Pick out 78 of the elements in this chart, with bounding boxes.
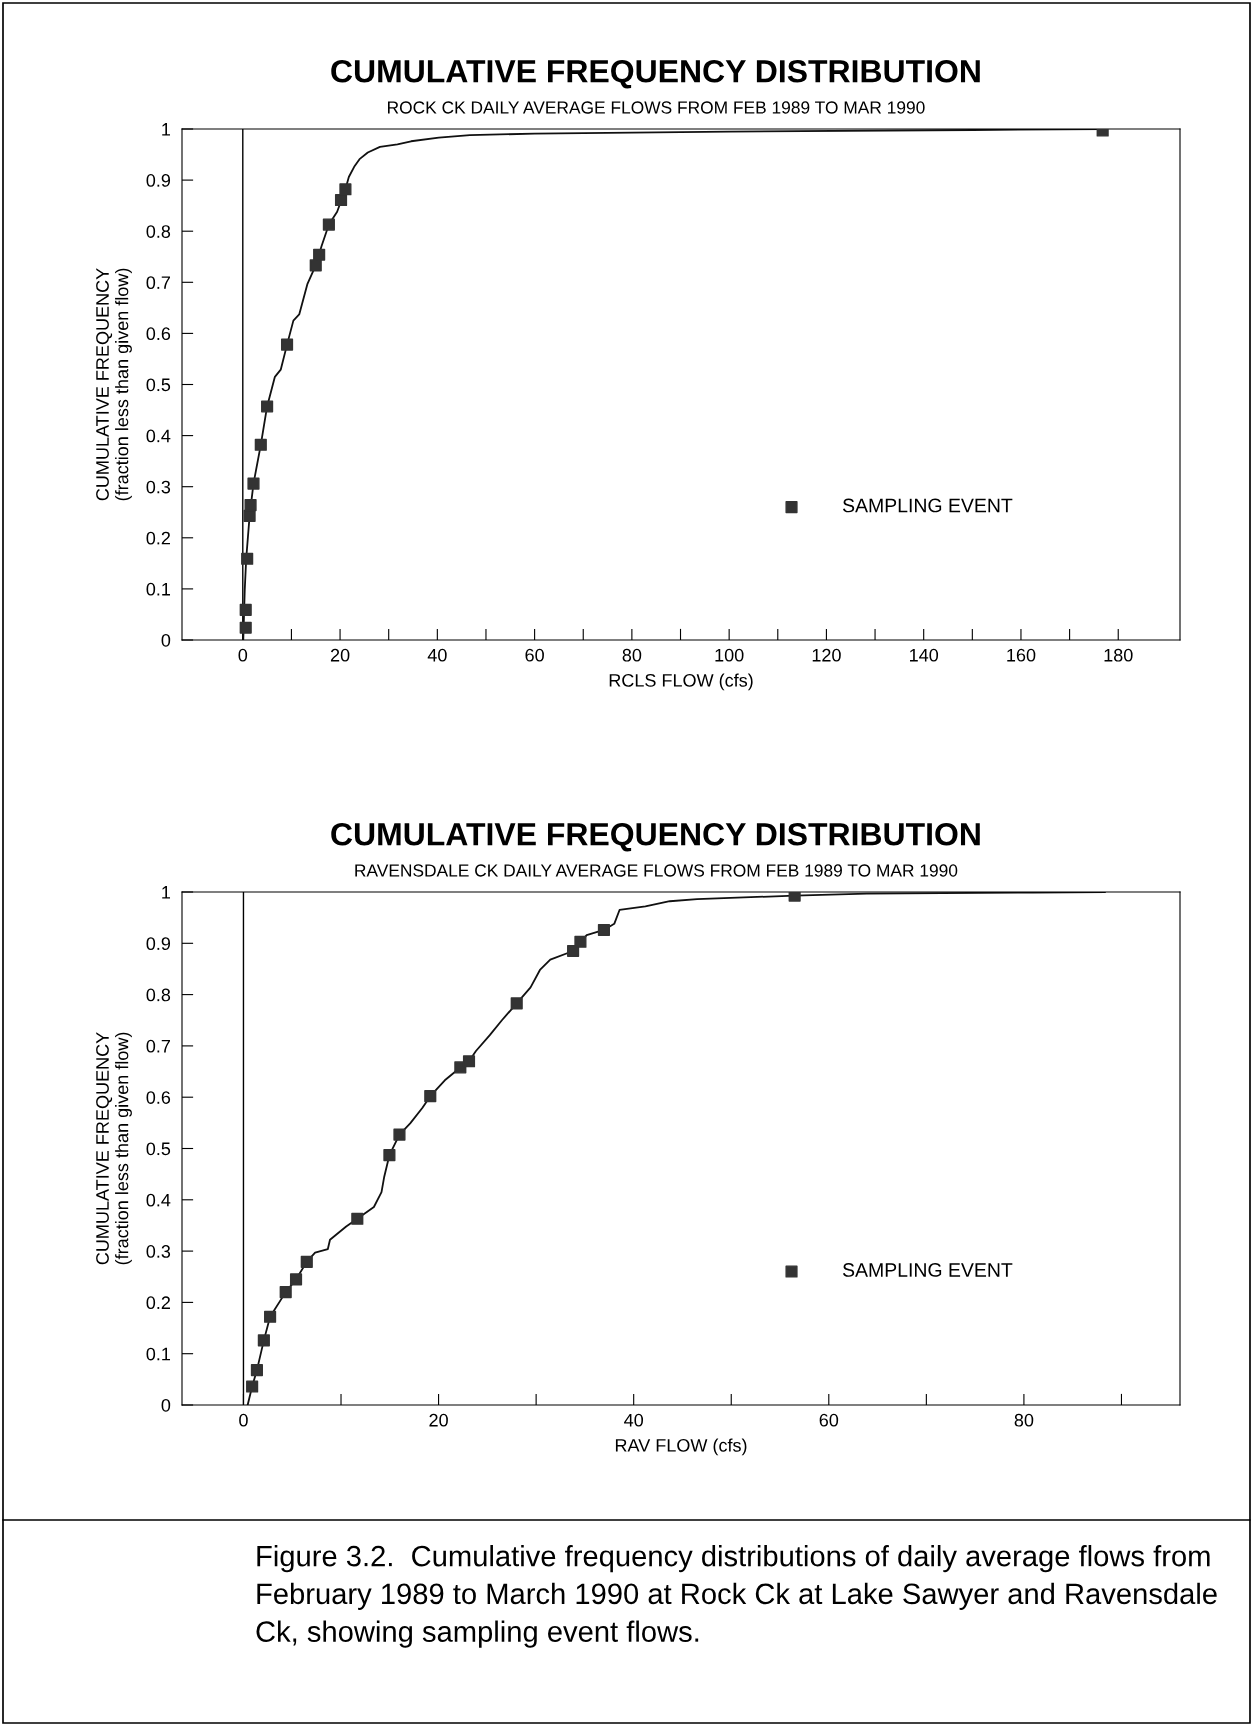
y-tick-label: 1: [162, 886, 171, 899]
point: [280, 338, 294, 351]
point: [300, 1255, 313, 1268]
y-tick-label: 0.2: [146, 1296, 170, 1310]
x-tick-label: 0: [238, 648, 248, 662]
x-axis-title: RCLS FLOW (cfs): [609, 673, 753, 691]
y-tick-label: 0.8: [146, 225, 171, 238]
y-tick-label: 0.4: [146, 1193, 171, 1207]
point: [241, 552, 254, 565]
chart-title: CUMULATIVE FREQUENCY DISTRIBUTION: [331, 822, 980, 852]
y-tick-label: 0.7: [146, 276, 170, 290]
point: [261, 400, 274, 413]
point: [574, 935, 587, 948]
x-tick-label: 80: [622, 648, 642, 662]
x-tick-label: 40: [624, 1413, 644, 1427]
point: [322, 218, 335, 231]
x-tick-label: 40: [427, 648, 447, 662]
x-tick-label: 20: [429, 1413, 448, 1427]
y-tick-label: 0.4: [146, 429, 171, 443]
x-tick-label: 20: [330, 648, 350, 662]
point: [250, 1364, 263, 1377]
point: [313, 248, 326, 261]
y-axis-title: CUMULATIVE FREQUENCY (fraction less than given flow): [96, 1032, 132, 1265]
point: [244, 499, 257, 512]
point: [257, 1334, 270, 1347]
point: [383, 1149, 396, 1162]
y-tick-label: 0.3: [146, 1245, 171, 1258]
point: [254, 438, 267, 451]
chart-subtitle: ROCK CK DAILY AVERAGE FLOWS FROM FEB 1989 TO MAR 1990: [388, 101, 925, 114]
y-tick-label: 0.9: [146, 937, 171, 951]
point: [351, 1212, 364, 1225]
point: [239, 603, 252, 616]
y-tick-label: 0.7: [146, 1039, 170, 1053]
point: [510, 997, 523, 1010]
x-tick-label: 0: [239, 1413, 248, 1427]
point: [597, 923, 611, 937]
x-tick-label: 60: [819, 1413, 839, 1427]
point: [424, 1090, 437, 1103]
y-tick-label: 0.5: [146, 378, 171, 392]
y-tick-label: 0: [161, 633, 171, 647]
point: [289, 1273, 303, 1286]
point: [247, 477, 260, 490]
point: [339, 183, 352, 196]
point: [243, 509, 256, 522]
y-tick-label: 0.2: [146, 531, 170, 545]
point: [279, 1286, 292, 1299]
chart-title: CUMULATIVE FREQUENCY DISTRIBUTION: [331, 59, 980, 89]
x-tick-label: 120: [812, 648, 841, 662]
y-tick-label: 0.3: [146, 480, 171, 494]
point: [264, 1310, 277, 1323]
y-axis-title: CUMULATIVE FREQUENCY (fraction less than given flow): [96, 268, 132, 501]
x-tick-label: 60: [525, 648, 544, 662]
y-tick-label: 0.9: [146, 174, 171, 187]
point: [393, 1128, 406, 1141]
y-tick-label: 0.6: [146, 327, 171, 341]
point: [309, 259, 322, 272]
x-tick-label: 180: [1104, 648, 1133, 662]
y-tick-label: 0.8: [146, 988, 171, 1002]
y-tick-label: 1: [162, 123, 171, 136]
x-axis-title: RAV FLOW (cfs): [615, 1438, 747, 1456]
point: [788, 892, 801, 902]
legend-label: SAMPLING EVENT: [842, 498, 1013, 513]
y-tick-label: 0.1: [146, 1347, 171, 1361]
point: [334, 193, 348, 207]
x-tick-label: 80: [1014, 1413, 1034, 1427]
point: [462, 1055, 476, 1068]
x-tick-label: 160: [1007, 648, 1036, 662]
y-tick-label: 0.6: [146, 1091, 171, 1104]
x-tick-label: 140: [910, 648, 939, 662]
point: [239, 621, 252, 634]
y-tick-label: 0: [161, 1398, 171, 1412]
point: [246, 1380, 259, 1393]
x-tick-label: 100: [715, 648, 744, 662]
caption: Figure 3.2. Cumulative frequency distributions of daily average flows from February 1989 to March 1990 at Rock Ck at Lake Sawyer and Ravensdale Ck, showing sampling event flows.: [256, 1545, 1217, 1648]
legend-label: SAMPLING EVENT: [842, 1263, 1013, 1277]
y-tick-label: 0.1: [146, 582, 171, 596]
y-tick-label: 0.5: [146, 1142, 171, 1156]
chart-subtitle: RAVENSDALE CK DAILY AVERAGE FLOWS FROM FEB 1989 TO MAR 1990: [355, 864, 958, 877]
